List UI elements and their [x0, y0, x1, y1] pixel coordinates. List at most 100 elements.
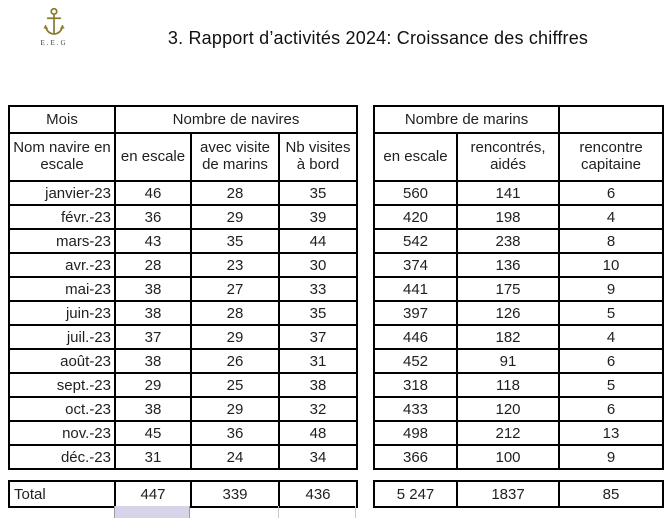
table-cell: 452 [373, 348, 458, 374]
table-cell: 4 [558, 324, 665, 350]
table-cell: 374 [373, 252, 458, 278]
table-cell: 6 [558, 396, 665, 422]
table-cell: 29 [190, 204, 280, 230]
table-cell: 5 [558, 300, 665, 326]
table-cell: août-23 [8, 348, 116, 374]
col-rencontre-capitaine: rencontre capitaine [558, 132, 665, 182]
table-cell: 31 [277, 348, 359, 374]
table-cell: 35 [277, 180, 359, 206]
table-row: 374 136 10 [373, 252, 665, 278]
empty-header-cell [558, 105, 665, 134]
table-cell: juil.-23 [8, 324, 116, 350]
table-row: avr.-23 28 23 30 [8, 252, 359, 278]
table-cell: 420 [373, 204, 458, 230]
table-cell: 120 [455, 396, 561, 422]
table-row: juil.-23 37 29 37 [8, 324, 359, 350]
partial-row-strip [8, 506, 356, 518]
table-cell: 198 [455, 204, 561, 230]
table-cell: 28 [114, 252, 192, 278]
page-title: 3. Rapport d’activités 2024: Croissance … [167, 28, 589, 48]
table-row: 446 182 4 [373, 324, 665, 350]
table-cell: avr.-23 [8, 252, 116, 278]
ships-total-table: Total 447 339 436 [8, 480, 358, 508]
table-row: sept.-23 29 25 38 [8, 372, 359, 398]
table-cell: 35 [190, 228, 280, 254]
table-cell: 9 [558, 444, 665, 470]
table-cell: 118 [455, 372, 561, 398]
header-nombre-navires: Nombre de navires [113, 105, 359, 134]
table-cell: 212 [455, 420, 561, 446]
table-cell: 318 [373, 372, 458, 398]
table-row: 366 100 9 [373, 444, 665, 470]
ships-column-header-row: Nom navire en escale en escale avec visi… [8, 132, 359, 182]
total-label: Total [8, 480, 116, 508]
table-cell: 29 [114, 372, 192, 398]
table-cell: 38 [114, 276, 192, 302]
table-cell: 141 [455, 180, 561, 206]
table-row: oct.-23 38 29 32 [8, 396, 359, 422]
table-row: 318 118 5 [373, 372, 665, 398]
table-cell: 542 [373, 228, 458, 254]
table-cell: janvier-23 [8, 180, 116, 206]
table-cell: 28 [190, 300, 280, 326]
table-cell: 30 [277, 252, 359, 278]
table-cell: 35 [277, 300, 359, 326]
col-nb-visites: Nb visites à bord [277, 132, 359, 182]
ships-total-row: Total 447 339 436 [8, 480, 358, 508]
table-cell: 25 [190, 372, 280, 398]
logo-caption: E.E.G [40, 39, 68, 47]
table-cell: 34 [277, 444, 359, 470]
table-cell: 433 [373, 396, 458, 422]
table-cell: 446 [373, 324, 458, 350]
table-cell: 32 [277, 396, 359, 422]
sailors-total-table: 5 247 1837 85 [373, 480, 664, 508]
table-row: 441 175 9 [373, 276, 665, 302]
anchor-icon [32, 7, 76, 38]
table-cell: 38 [114, 348, 192, 374]
table-cell: 6 [558, 180, 665, 206]
gridline [278, 506, 279, 518]
sailors-total-row: 5 247 1837 85 [373, 480, 664, 508]
table-cell: 560 [373, 180, 458, 206]
table-cell: 29 [190, 396, 280, 422]
table-row: 498 212 13 [373, 420, 665, 446]
table-cell: 29 [190, 324, 280, 350]
table-cell: 366 [373, 444, 458, 470]
table-cell: 8 [558, 228, 665, 254]
table-cell: 10 [558, 252, 665, 278]
table-row: août-23 38 26 31 [8, 348, 359, 374]
table-cell: 38 [277, 372, 359, 398]
total-cell: 436 [278, 480, 358, 508]
table-row: juin-23 38 28 35 [8, 300, 359, 326]
table-row: 560 141 6 [373, 180, 665, 206]
total-cell: 339 [190, 480, 280, 508]
sailors-table: Nombre de marins en escale rencontrés, a… [372, 105, 665, 470]
table-cell: déc.-23 [8, 444, 116, 470]
table-row: mars-23 43 35 44 [8, 228, 359, 254]
table-cell: 6 [558, 348, 665, 374]
table-cell: 100 [455, 444, 561, 470]
header-mois: Mois [8, 105, 116, 134]
table-row: déc.-23 31 24 34 [8, 444, 359, 470]
table-row: 542 238 8 [373, 228, 665, 254]
table-row: févr.-23 36 29 39 [8, 204, 359, 230]
table-cell: 441 [373, 276, 458, 302]
col-marins-en-escale: en escale [373, 132, 458, 182]
header-nombre-marins: Nombre de marins [372, 105, 561, 134]
table-row: 452 91 6 [373, 348, 665, 374]
gridline [355, 506, 356, 518]
table-cell: 13 [558, 420, 665, 446]
sailors-group-header-row: Nombre de marins [372, 105, 665, 134]
table-cell: 91 [455, 348, 561, 374]
table-cell: 5 [558, 372, 665, 398]
table-cell: mars-23 [8, 228, 116, 254]
table-cell: 238 [455, 228, 561, 254]
table-row: 433 120 6 [373, 396, 665, 422]
table-cell: févr.-23 [8, 204, 116, 230]
table-row: 397 126 5 [373, 300, 665, 326]
table-cell: 28 [190, 180, 280, 206]
table-cell: 45 [114, 420, 192, 446]
logo: E.E.G [32, 7, 76, 47]
total-cell: 447 [114, 480, 192, 508]
table-cell: 175 [455, 276, 561, 302]
